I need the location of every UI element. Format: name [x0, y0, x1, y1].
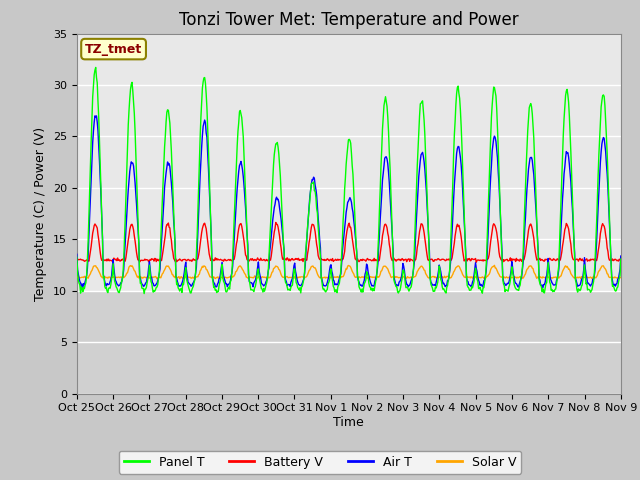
Solar V: [416, 265, 424, 271]
Battery V: [223, 258, 230, 264]
Battery V: [83, 257, 90, 263]
Battery V: [617, 257, 625, 263]
Air T: [539, 285, 547, 290]
Air T: [223, 284, 231, 289]
Line: Air T: Air T: [77, 116, 621, 288]
Battery V: [272, 219, 280, 225]
Battery V: [472, 259, 480, 265]
Solar V: [223, 275, 231, 281]
Air T: [73, 252, 81, 257]
Panel T: [196, 159, 204, 165]
Panel T: [92, 64, 100, 70]
Solar V: [617, 275, 625, 280]
Air T: [431, 283, 439, 288]
Legend: Panel T, Battery V, Air T, Solar V: Panel T, Battery V, Air T, Solar V: [118, 451, 522, 474]
Panel T: [140, 286, 147, 291]
Battery V: [139, 258, 147, 264]
Air T: [140, 283, 147, 289]
Air T: [416, 165, 424, 171]
Line: Battery V: Battery V: [77, 222, 621, 262]
Bar: [77, 291, 621, 394]
Solar V: [139, 275, 147, 281]
Text: TZ_tmet: TZ_tmet: [85, 43, 142, 56]
Panel T: [83, 272, 90, 278]
Line: Solar V: Solar V: [77, 265, 621, 279]
Solar V: [491, 263, 499, 268]
Solar V: [83, 274, 90, 280]
Panel T: [433, 285, 440, 291]
Solar V: [195, 272, 202, 277]
Battery V: [416, 229, 424, 235]
Air T: [83, 273, 90, 278]
Battery V: [431, 257, 439, 263]
Air T: [617, 253, 625, 259]
Solar V: [431, 274, 439, 280]
Panel T: [73, 254, 81, 260]
Panel T: [140, 291, 148, 297]
Title: Tonzi Tower Met: Temperature and Power: Tonzi Tower Met: Temperature and Power: [179, 11, 518, 29]
Panel T: [617, 256, 625, 262]
Solar V: [73, 273, 81, 279]
Solar V: [153, 276, 161, 282]
Air T: [195, 211, 202, 217]
Battery V: [194, 256, 202, 262]
Battery V: [73, 256, 81, 262]
Panel T: [224, 285, 232, 291]
Panel T: [417, 101, 424, 107]
Y-axis label: Temperature (C) / Power (V): Temperature (C) / Power (V): [35, 127, 47, 300]
X-axis label: Time: Time: [333, 416, 364, 429]
Line: Panel T: Panel T: [77, 67, 621, 294]
Air T: [91, 113, 99, 119]
